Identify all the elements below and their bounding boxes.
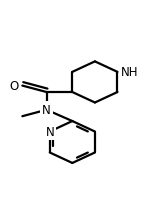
Text: N: N	[45, 125, 54, 138]
Text: N: N	[42, 104, 51, 117]
Text: NH: NH	[121, 66, 138, 79]
Text: O: O	[10, 80, 19, 93]
